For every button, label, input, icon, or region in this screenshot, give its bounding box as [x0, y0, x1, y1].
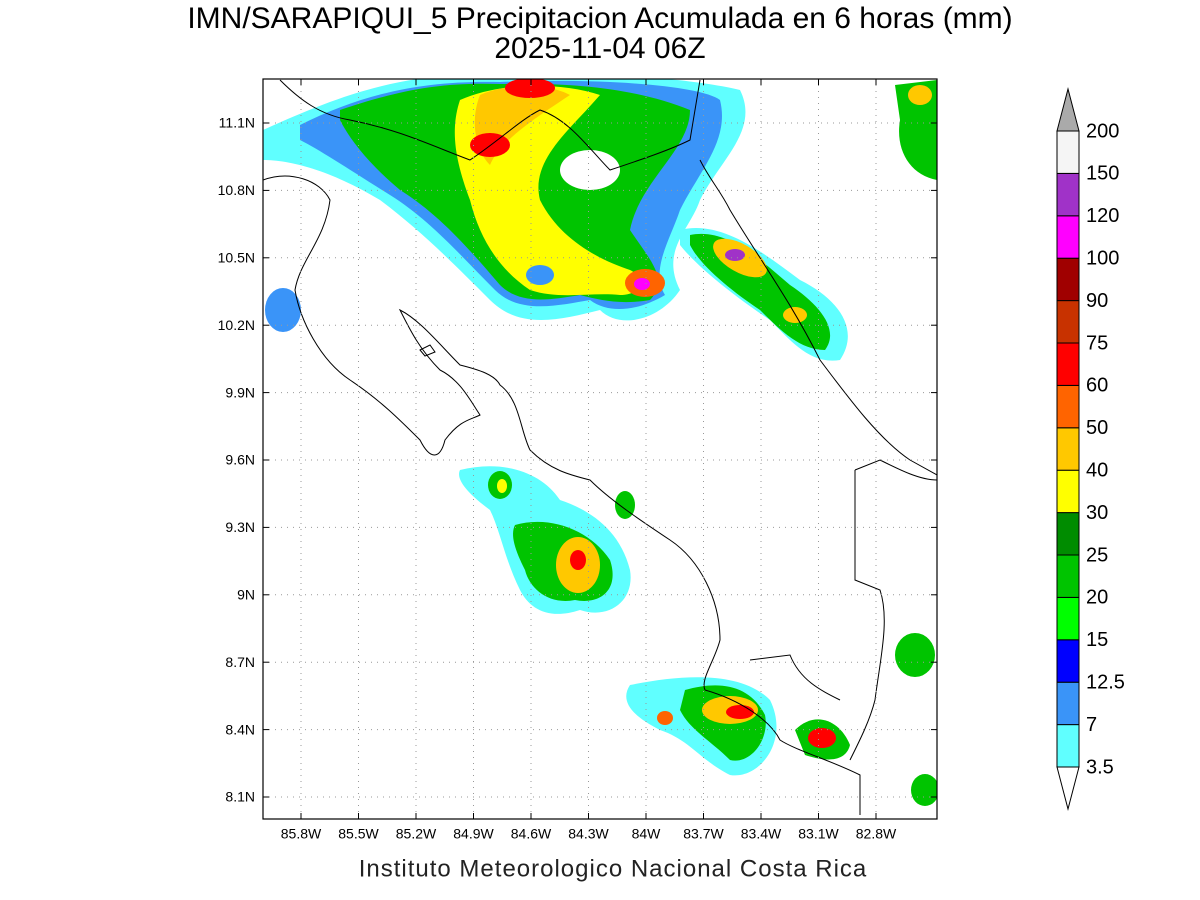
lat-tick-label: 9.9N [225, 384, 255, 400]
colorbar-box [1056, 681, 1080, 726]
lon-tick-label: 83.4W [741, 826, 782, 842]
lat-tick-label: 11.1N [219, 115, 255, 131]
colorbar-label: 3.5 [1086, 756, 1114, 778]
colorbar-label: 40 [1086, 459, 1108, 481]
colorbar-box [1056, 172, 1080, 217]
colorbar-box [1056, 427, 1080, 471]
lon-tick-label: 84W [632, 826, 662, 842]
precip-area [911, 774, 937, 806]
precip-area [895, 633, 935, 677]
map-title: IMN/SARAPIQUI_5 Precipitacion Acumulada … [187, 2, 1012, 35]
colorbar-box [1056, 512, 1080, 556]
lat-tick-label: 9N [237, 587, 255, 603]
precip-field [263, 79, 937, 806]
colorbar-box [1056, 724, 1080, 768]
precip-gap [560, 150, 620, 190]
colorbar-label: 200 [1086, 120, 1119, 142]
precip-area [726, 705, 754, 719]
colorbar-label: 60 [1086, 375, 1108, 397]
colorbar-label: 90 [1086, 290, 1108, 312]
precip-area [808, 728, 836, 748]
colorbar-label: 12.5 [1086, 671, 1125, 693]
colorbar-box [1056, 215, 1080, 259]
lon-tick-label: 85.8W [281, 826, 322, 842]
lat-tick-label: 8.4N [225, 721, 255, 737]
precip-area [725, 249, 745, 261]
precip-area [783, 307, 807, 323]
precip-area [526, 265, 554, 285]
colorbar-label: 25 [1086, 544, 1108, 566]
colorbar-box [1056, 554, 1080, 598]
precip-area [634, 278, 650, 290]
colorbar-box [1056, 130, 1080, 174]
lon-tick-label: 84.6W [511, 826, 552, 842]
colorbar-box [1056, 596, 1080, 641]
lon-tick-label: 82.8W [856, 826, 897, 842]
lon-tick-label: 83.7W [683, 826, 724, 842]
graticule: 8.1N 8.4N 8.7N 9N 9.3N 9.6N 9.9N 10.2N 10.5N 10.8… [218, 79, 937, 842]
precip-area [908, 85, 932, 105]
lat-tick-label: 9.3N [225, 519, 255, 535]
precip-area [497, 479, 507, 493]
lon-tick-label: 84.9W [453, 826, 494, 842]
lat-tick-label: 10.5N [218, 250, 255, 266]
colorbar: 3.5 7 12.5 15 20 25 30 40 50 60 75 90 100 120 150 200 [1056, 87, 1125, 811]
colorbar-label: 50 [1086, 417, 1108, 439]
colorbar-label: 30 [1086, 502, 1108, 524]
lat-tick-label: 8.7N [225, 654, 255, 670]
precip-area [470, 133, 510, 157]
precip-area [615, 491, 635, 519]
colorbar-over [1056, 87, 1080, 132]
colorbar-label: 100 [1086, 247, 1119, 269]
colorbar-label: 20 [1086, 587, 1108, 609]
lon-tick-label: 85.2W [396, 826, 437, 842]
lat-tick-label: 10.2N [218, 317, 255, 333]
colorbar-box [1056, 639, 1080, 683]
precip-area [895, 80, 937, 180]
lat-tick-label: 9.6N [225, 452, 255, 468]
footer: Instituto Meteorologico Nacional Costa R… [359, 855, 868, 882]
precip-area [265, 288, 301, 332]
colorbar-label: 150 [1086, 163, 1119, 185]
lon-tick-label: 85.5W [338, 826, 379, 842]
colorbar-label: 15 [1086, 629, 1108, 651]
precip-area [505, 79, 555, 98]
lat-tick-label: 8.1N [225, 789, 255, 805]
map-frame [262, 78, 938, 820]
colorbar-label: 75 [1086, 332, 1108, 354]
map-subtitle: 2025-11-04 06Z [494, 32, 705, 65]
lon-tick-label: 83.1W [798, 826, 839, 842]
precip-area [570, 550, 586, 570]
colorbar-box [1056, 300, 1080, 344]
colorbar-box [1056, 342, 1080, 386]
colorbar-label: 7 [1086, 714, 1097, 736]
colorbar-box [1056, 257, 1080, 302]
map-area [263, 79, 937, 815]
lat-tick-label: 10.8N [218, 182, 255, 198]
colorbar-box [1056, 384, 1080, 429]
lon-tick-label: 84.3W [568, 826, 609, 842]
precip-area [657, 711, 673, 725]
colorbar-box [1056, 469, 1080, 514]
coastline [263, 79, 937, 815]
colorbar-label: 120 [1086, 205, 1119, 227]
colorbar-under [1056, 766, 1080, 811]
